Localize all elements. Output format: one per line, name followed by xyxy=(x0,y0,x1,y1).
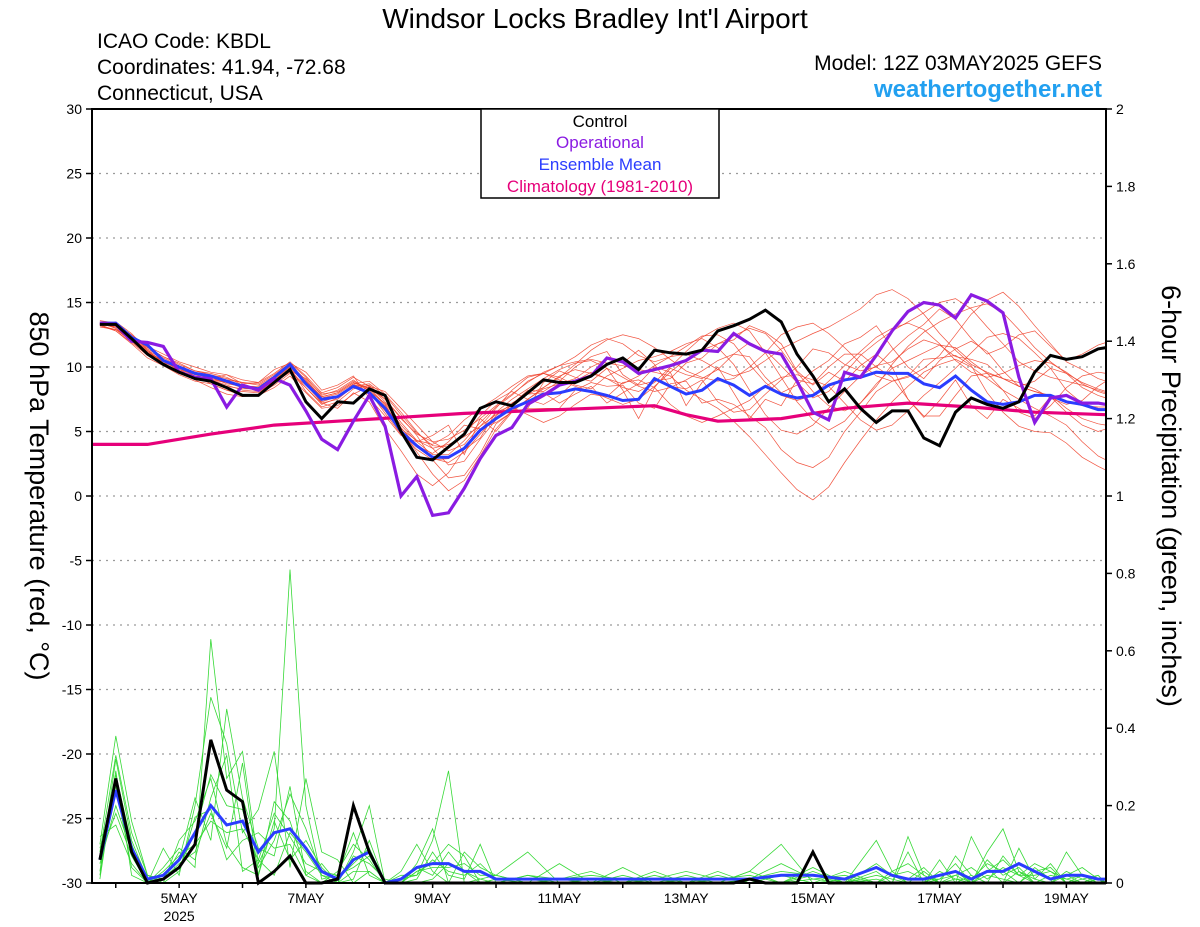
y-right-tick-label: 0.2 xyxy=(1116,798,1136,814)
y-left-tick-label: -20 xyxy=(62,746,82,762)
y-right-tick-label: 1.2 xyxy=(1116,411,1136,427)
temp-ensemble-mean-line xyxy=(99,321,1106,459)
y-right-tick-label: 0.6 xyxy=(1116,643,1136,659)
x-tick-label: 11MAY xyxy=(537,890,581,906)
site-link[interactable]: weathertogether.net xyxy=(873,76,1102,103)
y-left-tick-label: 15 xyxy=(66,295,82,311)
y-right-ticks: 2 1.8 1.6 1.4 1.2 1 0.8 0.6 0.4 0.2 0 xyxy=(1106,101,1136,891)
legend-operational: Operational xyxy=(556,133,644,152)
icao-code: ICAO Code: KBDL xyxy=(97,30,271,53)
y-left-tick-label: -15 xyxy=(62,682,82,698)
y-left-tick-label: 20 xyxy=(66,230,82,246)
y-right-tick-label: 1.6 xyxy=(1116,256,1136,272)
temp-operational-line xyxy=(99,292,1107,518)
legend-ensemble-mean: Ensemble Mean xyxy=(539,155,662,174)
precip-member-line xyxy=(99,755,1107,884)
x-tick-label: 7MAY xyxy=(287,890,325,906)
temp-member-line xyxy=(99,291,1107,463)
temp-member-line xyxy=(99,321,1107,487)
x-tick-label: 9MAY xyxy=(414,890,452,906)
temp-member-line xyxy=(99,289,1106,492)
y-left-tick-label: 5 xyxy=(74,424,82,440)
x-tick-label: 5MAY xyxy=(161,890,199,906)
x-tick-label: 19MAY xyxy=(1044,890,1090,906)
model-run: Model: 12Z 03MAY2025 GEFS xyxy=(814,52,1102,75)
y-left-ticks: 30 25 20 15 10 5 0 -5 -10 -15 -20 -25 -30 xyxy=(62,101,92,891)
legend-climatology: Climatology (1981-2010) xyxy=(507,177,693,196)
x-tick-label: 17MAY xyxy=(917,890,963,906)
y-right-tick-label: 0.8 xyxy=(1116,565,1136,581)
coordinates: Coordinates: 41.94, -72.68 xyxy=(97,56,346,79)
y-left-tick-label: -10 xyxy=(62,617,82,633)
legend-box xyxy=(480,108,720,199)
legend: Control Operational Ensemble Mean Climat… xyxy=(480,108,720,199)
x-tick-label: 15MAY xyxy=(790,890,836,906)
x-ticks: 5MAY 2025 7MAY 9MAY 11MAY 13MAY 15MAY 17MAY 19MA… xyxy=(115,883,1090,924)
y-right-tick-label: 1 xyxy=(1116,488,1124,504)
temp-member-line xyxy=(99,303,1107,445)
y-right-tick-label: 2 xyxy=(1116,101,1124,117)
y-left-tick-label: 10 xyxy=(66,359,82,375)
y-right-tick-label: 0 xyxy=(1116,875,1124,891)
chart-title: Windsor Locks Bradley Int'l Airport xyxy=(382,3,808,34)
climatology-line xyxy=(92,401,1107,446)
y-right-tick-label: 1.4 xyxy=(1116,333,1136,349)
location: Connecticut, USA xyxy=(97,82,263,105)
y-left-tick-label: 0 xyxy=(74,488,82,504)
y-left-tick-label: -30 xyxy=(62,875,82,891)
y-left-tick-label: -5 xyxy=(70,553,83,569)
y-left-tick-label: -25 xyxy=(62,811,82,827)
y-left-tick-label: 30 xyxy=(66,101,82,117)
precip-member-line xyxy=(99,697,1107,884)
y-right-label: 6-hour Precipitation (green, inches) xyxy=(1156,285,1186,707)
temp-control-line xyxy=(99,308,1107,462)
precip-ensemble-mean-line xyxy=(98,789,1106,885)
y-right-tick-label: 1.8 xyxy=(1116,178,1136,194)
x-tick-label: 13MAY xyxy=(664,890,710,906)
y-left-tick-label: 25 xyxy=(66,166,82,182)
grid xyxy=(92,172,1106,820)
y-left-label: 850 hPa Temperature (red, °C) xyxy=(24,312,54,681)
x-tick-sublabel: 2025 xyxy=(164,908,195,924)
legend-control: Control xyxy=(573,112,628,131)
y-right-tick-label: 0.4 xyxy=(1116,720,1136,736)
